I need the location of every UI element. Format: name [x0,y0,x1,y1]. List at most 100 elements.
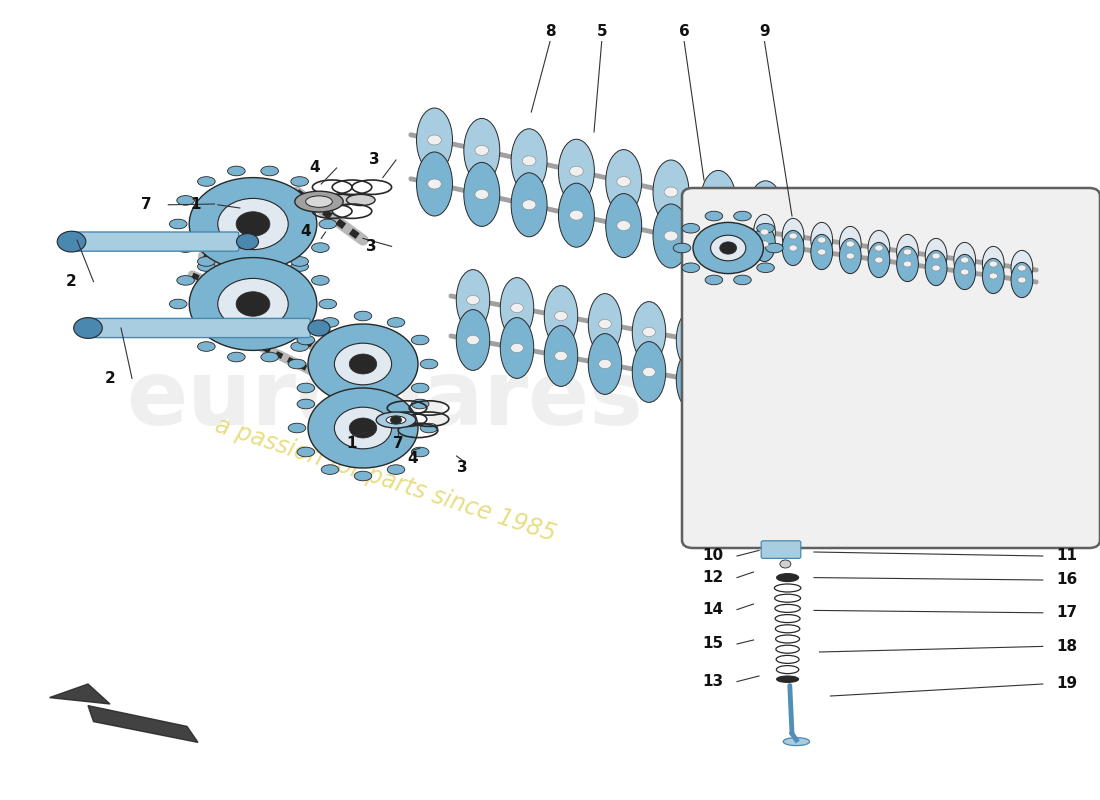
Ellipse shape [839,238,861,274]
Text: 16: 16 [1056,573,1078,587]
Circle shape [711,235,746,261]
Ellipse shape [261,272,278,282]
Ellipse shape [177,323,195,333]
Ellipse shape [748,225,783,289]
Ellipse shape [748,181,783,245]
Circle shape [218,278,288,330]
Ellipse shape [606,150,641,214]
Ellipse shape [588,294,621,354]
Circle shape [664,231,678,241]
Ellipse shape [544,286,578,346]
Circle shape [854,273,867,282]
Circle shape [846,253,855,259]
Ellipse shape [228,246,245,256]
Circle shape [806,218,820,228]
Ellipse shape [795,235,830,299]
Ellipse shape [354,471,372,481]
Ellipse shape [701,214,736,278]
Ellipse shape [843,246,878,310]
Ellipse shape [512,173,547,237]
Ellipse shape [261,352,278,362]
Circle shape [989,261,998,267]
Circle shape [719,242,737,254]
Ellipse shape [843,202,878,266]
Circle shape [693,222,763,274]
Ellipse shape [290,262,308,271]
Circle shape [390,416,402,424]
Text: 8: 8 [544,25,556,39]
Ellipse shape [354,407,372,417]
Text: 1: 1 [346,437,358,451]
Circle shape [712,242,725,251]
Ellipse shape [341,415,393,441]
Circle shape [903,261,912,267]
Text: 7: 7 [141,198,152,212]
Ellipse shape [321,382,339,391]
Text: 11: 11 [1056,549,1078,563]
Ellipse shape [852,342,886,402]
Circle shape [57,231,86,252]
Circle shape [428,179,441,189]
Circle shape [617,177,630,186]
Ellipse shape [228,272,245,282]
Circle shape [759,208,772,218]
Ellipse shape [420,423,438,433]
Ellipse shape [198,342,216,351]
Ellipse shape [720,358,754,418]
Circle shape [818,399,832,409]
Ellipse shape [417,108,452,172]
Circle shape [818,359,832,369]
Ellipse shape [177,275,195,285]
Circle shape [903,249,912,255]
Ellipse shape [321,318,339,327]
Ellipse shape [354,311,372,321]
Ellipse shape [417,152,452,216]
Text: 5: 5 [596,25,607,39]
Ellipse shape [1011,262,1033,298]
Circle shape [642,367,656,377]
Ellipse shape [411,383,429,393]
Ellipse shape [216,209,279,239]
Ellipse shape [682,263,700,273]
Ellipse shape [982,246,1004,282]
Ellipse shape [311,275,329,285]
Ellipse shape [890,212,925,276]
Ellipse shape [705,275,723,285]
Circle shape [236,292,270,316]
Text: 10: 10 [702,549,724,563]
Circle shape [901,239,914,249]
Text: 6: 6 [679,25,690,39]
Ellipse shape [169,219,187,229]
Circle shape [789,245,797,251]
Ellipse shape [754,214,776,250]
Ellipse shape [764,366,798,426]
Circle shape [236,234,258,250]
Ellipse shape [632,342,666,402]
Ellipse shape [319,219,337,229]
Ellipse shape [588,334,621,394]
Text: 3: 3 [456,461,468,475]
Ellipse shape [982,258,1004,294]
Ellipse shape [306,196,332,207]
Ellipse shape [333,351,385,377]
Text: 4: 4 [309,161,320,175]
Circle shape [1018,265,1026,271]
Ellipse shape [387,382,405,391]
Ellipse shape [198,257,216,266]
Circle shape [862,407,876,417]
Ellipse shape [606,194,641,258]
Circle shape [686,335,700,345]
Ellipse shape [464,162,499,226]
Circle shape [510,303,524,313]
Ellipse shape [764,326,798,386]
Ellipse shape [228,352,245,362]
Ellipse shape [387,401,405,410]
Text: 9: 9 [759,25,770,39]
Ellipse shape [456,270,490,330]
Circle shape [759,252,772,262]
Circle shape [664,187,678,197]
Text: a passion for parts since 1985: a passion for parts since 1985 [211,414,559,546]
Text: 14: 14 [702,602,724,617]
Circle shape [932,265,940,271]
Text: 17: 17 [1056,606,1078,620]
